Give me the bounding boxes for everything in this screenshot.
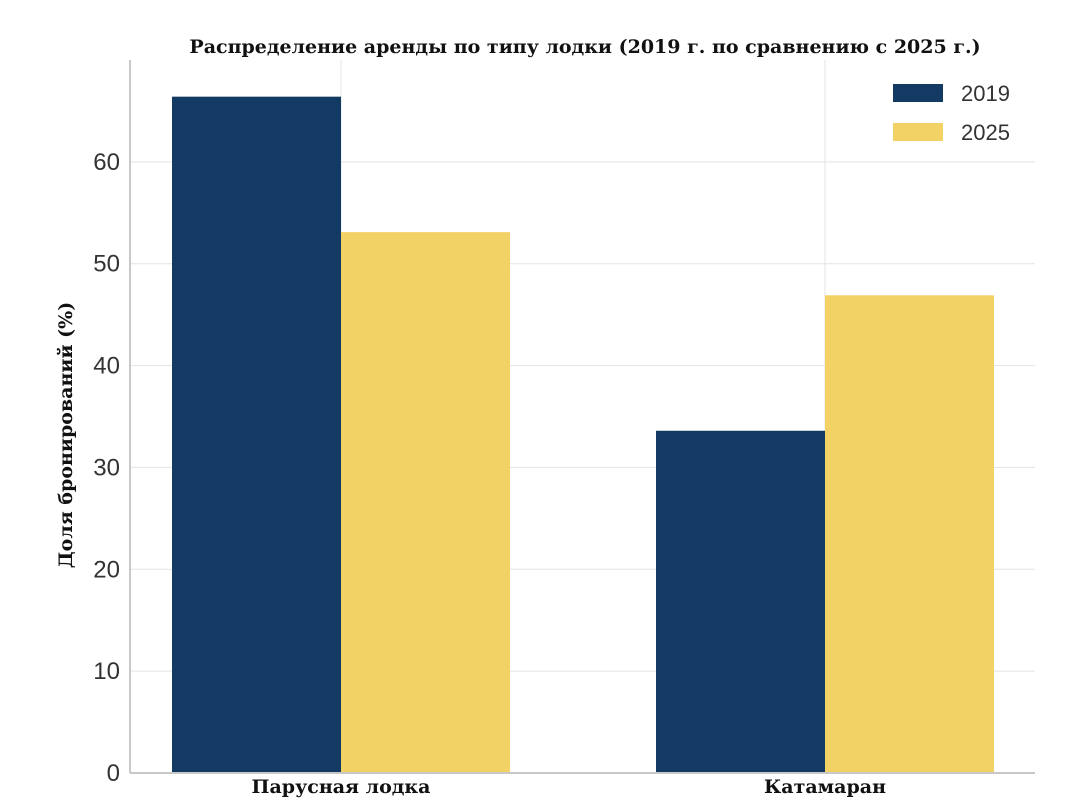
chart-title: Распределение аренды по типу лодки (2019…: [189, 36, 980, 58]
legend-swatch-2019: [893, 84, 943, 102]
x-axis-ticks: Парусная лодка Катамаран: [252, 776, 887, 798]
y-axis-label: Доля бронирований (%): [55, 302, 77, 568]
y-tick-label: 50: [93, 251, 120, 278]
y-tick-label: 60: [93, 149, 120, 176]
axes: [129, 60, 1035, 774]
bar-2019-2: [656, 430, 825, 773]
y-tick-label: 30: [93, 454, 120, 481]
bars: [172, 96, 994, 774]
y-tick-label: 0: [107, 760, 120, 787]
x-tick-label: Катамаран: [764, 776, 886, 798]
y-tick-label: 40: [93, 353, 120, 380]
y-tick-label: 10: [93, 658, 120, 685]
bar-2019-1: [172, 96, 341, 773]
legend-label-2025: 2025: [961, 120, 1010, 145]
x-tick-label: Парусная лодка: [252, 776, 431, 798]
legend-label-2019: 2019: [961, 81, 1010, 106]
bar-2025-1: [341, 232, 510, 774]
legend: 2019 2025: [893, 81, 1010, 145]
y-axis-ticks: 0 10 20 30 40 50 60: [93, 149, 120, 787]
y-tick-label: 20: [93, 556, 120, 583]
legend-swatch-2025: [893, 123, 943, 141]
bar-2025-2: [825, 295, 994, 773]
